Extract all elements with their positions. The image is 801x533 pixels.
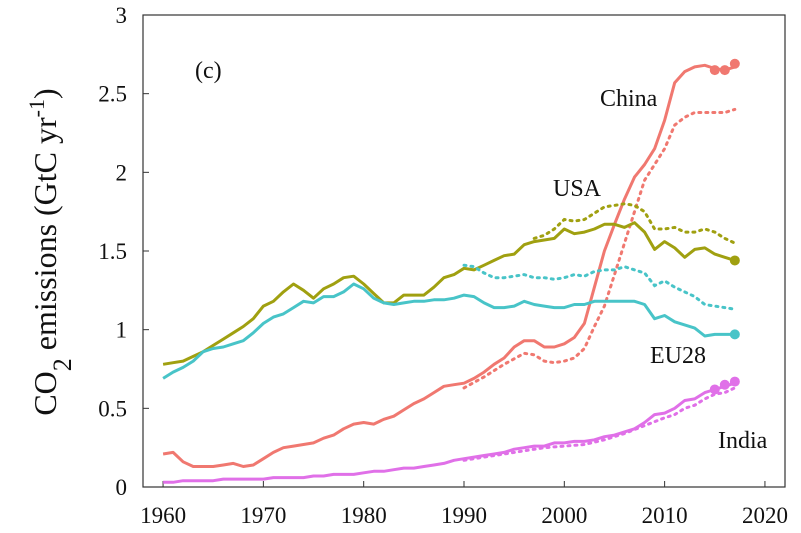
y-axis-label: CO2 emissions (GtC yr-1) bbox=[24, 88, 77, 415]
dotted-line bbox=[532, 202, 737, 245]
y-label-part: CO bbox=[27, 371, 63, 415]
x-tick-label: 1980 bbox=[341, 503, 387, 528]
y-tick-label: 0.5 bbox=[98, 396, 127, 421]
series-line bbox=[163, 381, 736, 484]
y-label-part: emissions (GtC yr bbox=[27, 117, 63, 358]
x-tick-label: 1970 bbox=[240, 503, 286, 528]
x-tick-label: 2020 bbox=[742, 503, 788, 528]
dotted-line bbox=[462, 263, 737, 311]
dotted-line bbox=[462, 107, 737, 390]
y-tick-label: 1 bbox=[116, 318, 128, 343]
series-label: China bbox=[600, 86, 658, 112]
x-tick-label: 1960 bbox=[140, 503, 186, 528]
x-tick-label: 1990 bbox=[441, 503, 487, 528]
panel-annotation: (c) bbox=[195, 58, 222, 84]
series-label: India bbox=[718, 428, 768, 454]
series-line bbox=[162, 221, 736, 366]
x-tick-label: 2000 bbox=[541, 503, 587, 528]
end-point bbox=[729, 329, 740, 340]
end-point bbox=[729, 58, 740, 69]
x-tick-label: 2010 bbox=[642, 503, 688, 528]
y-tick-label: 3 bbox=[116, 3, 128, 28]
y-tick-label: 0 bbox=[116, 475, 128, 500]
end-point bbox=[719, 65, 730, 76]
y-tick-label: 2 bbox=[116, 160, 128, 185]
y-label-part: -1 bbox=[24, 99, 49, 117]
series-line bbox=[162, 63, 736, 468]
end-point bbox=[729, 376, 740, 387]
series-line bbox=[162, 282, 735, 380]
end-point bbox=[709, 384, 720, 395]
end-point bbox=[729, 255, 740, 266]
y-label-part: 2 bbox=[48, 358, 77, 371]
y-label-part: ) bbox=[27, 88, 63, 99]
series-label: EU28 bbox=[650, 343, 706, 369]
series-label: USA bbox=[553, 176, 602, 202]
y-tick-label: 1.5 bbox=[98, 239, 127, 264]
y-tick-label: 2.5 bbox=[98, 82, 127, 107]
end-point bbox=[709, 65, 720, 76]
plot-frame bbox=[142, 14, 786, 488]
end-point bbox=[719, 379, 730, 390]
